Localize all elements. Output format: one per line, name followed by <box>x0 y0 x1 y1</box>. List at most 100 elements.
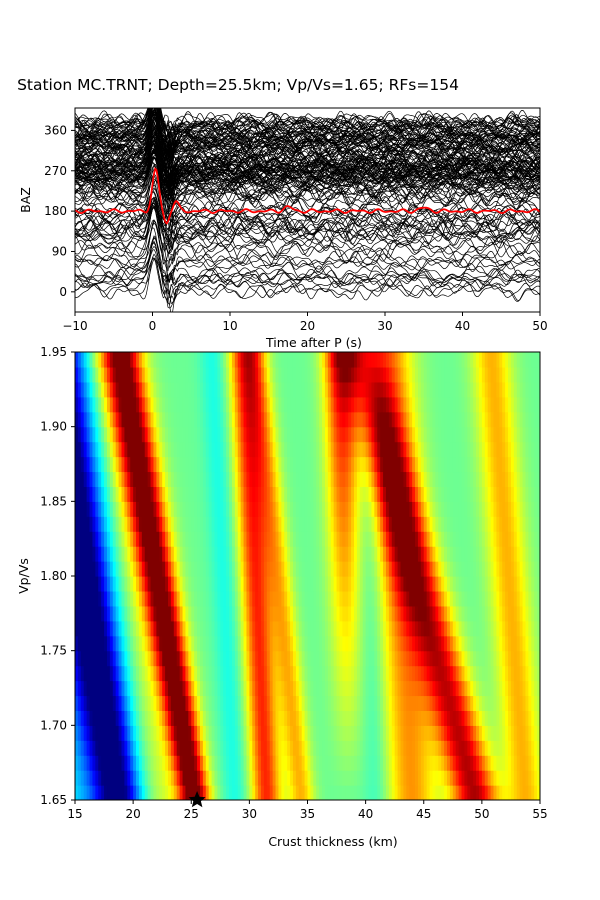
heatmap-cell <box>214 695 219 711</box>
heatmap-cell <box>412 680 416 697</box>
heatmap-cell <box>106 576 111 592</box>
heatmap-cell <box>444 516 448 532</box>
heatmap-cell <box>162 441 166 458</box>
heatmap-cell <box>380 531 384 547</box>
heatmap-cell <box>284 620 288 637</box>
heatmap-cell <box>208 590 213 607</box>
heatmap-cell <box>153 426 157 443</box>
heatmap-cell <box>272 456 277 473</box>
heatmap-cell <box>449 635 454 652</box>
heatmap-cell <box>86 501 91 517</box>
heatmap-cell <box>269 561 274 577</box>
heatmap-cell <box>417 546 422 562</box>
heatmap-cell <box>342 456 346 473</box>
heatmap-cell <box>339 441 343 458</box>
heatmap-cell <box>531 725 535 741</box>
heatmap-cell <box>397 456 402 473</box>
heatmap-cell <box>505 755 509 771</box>
heatmap-cell <box>371 590 375 607</box>
heatmap-cell <box>502 620 506 637</box>
heatmap-cell <box>182 381 187 398</box>
heatmap-cell <box>220 411 224 428</box>
heatmap-cell <box>170 755 175 771</box>
heatmap-cell <box>348 486 352 502</box>
heatmap-cell <box>217 650 221 667</box>
heatmap-cell <box>77 486 82 502</box>
heatmap-cell <box>147 650 152 667</box>
heatmap-cell <box>284 501 288 517</box>
heatmap-cell <box>519 486 524 502</box>
heatmap-cell <box>182 740 187 756</box>
heatmap-cell <box>147 456 152 473</box>
heatmap-cell <box>461 576 466 592</box>
heatmap-cell <box>261 501 265 517</box>
heatmap-cell <box>153 740 157 756</box>
heatmap-cell <box>92 725 96 741</box>
heatmap-cell <box>121 785 126 800</box>
heatmap-cell <box>339 456 343 473</box>
heatmap-cell <box>141 650 146 667</box>
heatmap-cell <box>173 531 178 547</box>
heatmap-cell <box>275 770 280 786</box>
heatmap-cell <box>159 516 163 532</box>
heatmap-cell <box>179 352 184 368</box>
heatmap-cell <box>287 695 291 711</box>
heatmap-cell <box>208 635 213 652</box>
heatmap-cell <box>80 740 85 756</box>
heatmap-cell <box>124 605 128 622</box>
heatmap-cell <box>377 441 381 458</box>
heatmap-cell <box>493 546 498 562</box>
heatmap-cell <box>313 785 317 800</box>
heatmap-cell <box>141 680 146 697</box>
heatmap-cell <box>130 576 134 592</box>
heatmap-cell <box>295 501 300 517</box>
heatmap-cell <box>191 546 195 562</box>
heatmap-cell <box>339 576 343 592</box>
heatmap-cell <box>531 381 535 398</box>
heatmap-cell <box>249 576 253 592</box>
heatmap-cell <box>510 561 515 577</box>
heatmap-cell <box>508 501 512 517</box>
heatmap-cell <box>115 381 120 398</box>
heatmap-cell <box>144 620 149 637</box>
heatmap-cell <box>403 486 407 502</box>
heatmap-cell <box>339 531 343 547</box>
heatmap-cell <box>432 486 436 502</box>
heatmap-cell <box>508 710 512 726</box>
heatmap-cell <box>449 620 454 637</box>
heatmap-cell <box>170 695 175 711</box>
heatmap-cell <box>467 456 471 473</box>
heatmap-cell <box>487 471 492 487</box>
heatmap-cell <box>202 352 207 368</box>
heatmap-cell <box>470 381 474 398</box>
heatmap-cell <box>423 665 428 682</box>
heatmap-cell <box>156 665 160 682</box>
heatmap-cell <box>510 755 515 771</box>
heatmap-cell <box>409 755 413 771</box>
heatmap-cell <box>403 396 407 413</box>
heatmap-cell <box>237 441 242 458</box>
heatmap-cell <box>351 755 355 771</box>
heatmap-cell <box>106 665 111 682</box>
heatmap-cell <box>217 411 221 428</box>
heatmap-cell <box>377 620 381 637</box>
heatmap-cell <box>513 426 518 443</box>
heatmap-cell <box>208 381 213 398</box>
heatmap-cell <box>333 471 338 487</box>
heatmap-cell <box>121 381 126 398</box>
heatmap-cell <box>159 396 163 413</box>
heatmap-cell <box>522 441 527 458</box>
heatmap-cell <box>397 740 402 756</box>
heatmap-cell <box>307 605 312 622</box>
heatmap-cell <box>345 531 349 547</box>
heatmap-cell <box>188 755 192 771</box>
heatmap-cell <box>95 785 99 800</box>
heatmap-cell <box>316 620 320 637</box>
heatmap-cell <box>104 441 108 458</box>
heatmap-cell <box>493 411 498 428</box>
heatmap-cell <box>275 441 280 458</box>
heatmap-cell <box>223 635 227 652</box>
heatmap-cell <box>194 725 198 741</box>
heatmap-cell <box>205 680 210 697</box>
heatmap-cell <box>217 546 221 562</box>
